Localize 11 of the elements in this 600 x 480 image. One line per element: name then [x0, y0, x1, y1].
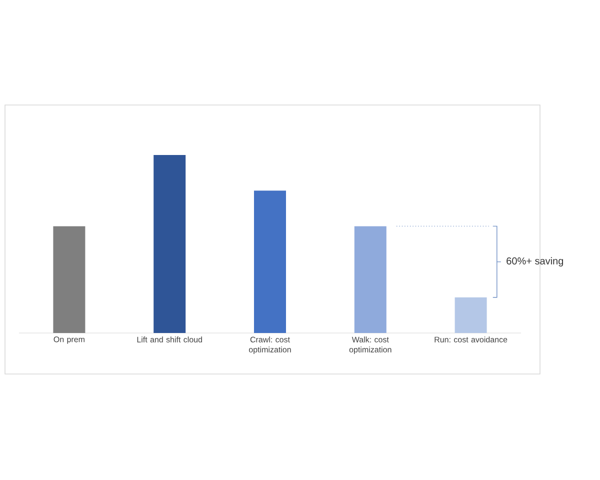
annotation: 60%+ saving — [506, 257, 564, 266]
bar — [354, 226, 386, 333]
x-tick-label: On prem — [54, 336, 84, 344]
bar — [53, 226, 86, 333]
x-tick-label: Walk: cost optimization — [349, 336, 392, 354]
bar — [254, 190, 286, 333]
x-tick-label: Run: cost avoidance — [434, 336, 508, 342]
x-tick-label: Crawl: cost optimization — [248, 336, 291, 354]
x-tick-label: Lift and shift cloud — [137, 336, 202, 342]
bar — [454, 297, 487, 333]
bar — [154, 155, 186, 333]
